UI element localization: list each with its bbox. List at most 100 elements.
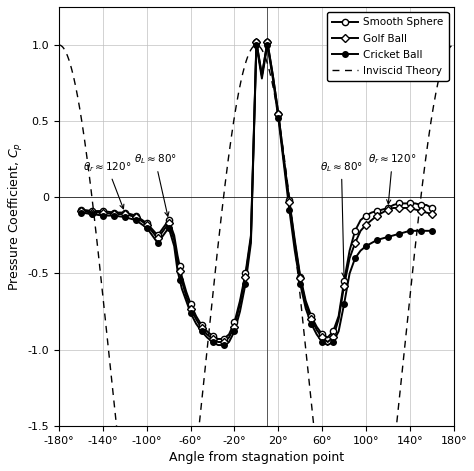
Golf Ball <box>396 205 402 211</box>
Golf Ball <box>363 222 369 227</box>
Cricket Ball <box>374 237 380 243</box>
Inviscid Theory <box>76 103 82 108</box>
Cricket Ball <box>286 207 292 212</box>
Inviscid Theory <box>440 62 446 67</box>
Smooth Sphere <box>188 301 193 307</box>
Smooth Sphere <box>385 205 391 211</box>
Golf Ball <box>264 39 270 45</box>
Golf Ball <box>221 339 227 345</box>
Smooth Sphere <box>144 220 150 226</box>
Inviscid Theory <box>238 80 244 85</box>
Golf Ball <box>199 325 204 331</box>
Cricket Ball <box>275 115 281 121</box>
Golf Ball <box>407 205 413 211</box>
Cricket Ball <box>166 225 172 231</box>
Golf Ball <box>309 317 314 322</box>
Line: Inviscid Theory: Inviscid Theory <box>59 45 454 471</box>
Y-axis label: Pressure Coefficient, $C_p$: Pressure Coefficient, $C_p$ <box>7 142 25 291</box>
Golf Ball <box>188 306 193 311</box>
Cricket Ball <box>407 228 413 234</box>
Cricket Ball <box>199 329 204 334</box>
Cricket Ball <box>418 228 424 234</box>
Smooth Sphere <box>254 39 259 45</box>
Smooth Sphere <box>341 278 347 284</box>
Smooth Sphere <box>133 213 139 219</box>
Smooth Sphere <box>210 333 215 339</box>
Smooth Sphere <box>352 228 358 234</box>
Text: $\theta_L \approx 80°$: $\theta_L \approx 80°$ <box>134 152 176 216</box>
Cricket Ball <box>429 228 435 234</box>
Cricket Ball <box>243 281 248 287</box>
Cricket Ball <box>122 214 128 220</box>
Cricket Ball <box>144 225 150 231</box>
Smooth Sphere <box>309 313 314 319</box>
Cricket Ball <box>385 234 391 240</box>
Cricket Ball <box>330 339 336 345</box>
Cricket Ball <box>341 301 347 307</box>
Cricket Ball <box>264 42 270 48</box>
Cricket Ball <box>155 240 161 246</box>
Golf Ball <box>78 208 84 214</box>
Smooth Sphere <box>232 319 237 325</box>
Inviscid Theory <box>439 62 445 68</box>
Golf Ball <box>210 336 215 342</box>
Golf Ball <box>275 111 281 116</box>
Golf Ball <box>341 283 347 288</box>
Cricket Ball <box>396 231 402 237</box>
Golf Ball <box>155 236 161 241</box>
Golf Ball <box>166 220 172 226</box>
Line: Golf Ball: Golf Ball <box>78 39 435 345</box>
Cricket Ball <box>319 339 325 345</box>
Smooth Sphere <box>166 217 172 223</box>
Cricket Ball <box>89 211 95 217</box>
Golf Ball <box>319 334 325 340</box>
Golf Ball <box>232 324 237 330</box>
Cricket Ball <box>188 310 193 316</box>
Smooth Sphere <box>264 39 270 45</box>
Cricket Ball <box>210 339 215 345</box>
Golf Ball <box>100 210 106 215</box>
Legend: Smooth Sphere, Golf Ball, Cricket Ball, Inviscid Theory: Smooth Sphere, Golf Ball, Cricket Ball, … <box>327 12 448 81</box>
Cricket Ball <box>100 213 106 219</box>
Cricket Ball <box>177 277 182 283</box>
Smooth Sphere <box>330 329 336 334</box>
Smooth Sphere <box>122 210 128 215</box>
Smooth Sphere <box>407 201 413 206</box>
Line: Smooth Sphere: Smooth Sphere <box>78 39 435 342</box>
Line: Cricket Ball: Cricket Ball <box>78 42 435 348</box>
Cricket Ball <box>363 243 369 249</box>
Cricket Ball <box>232 329 237 334</box>
Smooth Sphere <box>418 202 424 208</box>
Text: $\theta_L \approx 80°$: $\theta_L \approx 80°$ <box>320 160 363 277</box>
Golf Ball <box>144 222 150 227</box>
Smooth Sphere <box>78 207 84 212</box>
Smooth Sphere <box>374 208 380 214</box>
X-axis label: Angle from stagnation point: Angle from stagnation point <box>169 451 344 464</box>
Smooth Sphere <box>363 213 369 219</box>
Golf Ball <box>352 240 358 246</box>
Golf Ball <box>111 211 117 217</box>
Smooth Sphere <box>177 263 182 268</box>
Smooth Sphere <box>221 336 227 342</box>
Inviscid Theory <box>451 42 456 48</box>
Smooth Sphere <box>286 197 292 203</box>
Smooth Sphere <box>319 332 325 337</box>
Text: $\theta_r \approx 120°$: $\theta_r \approx 120°$ <box>83 160 132 209</box>
Golf Ball <box>374 213 380 219</box>
Golf Ball <box>243 274 248 279</box>
Smooth Sphere <box>155 233 161 238</box>
Cricket Ball <box>352 255 358 261</box>
Smooth Sphere <box>396 201 402 206</box>
Golf Ball <box>418 208 424 214</box>
Golf Ball <box>89 210 95 215</box>
Cricket Ball <box>78 210 84 215</box>
Golf Ball <box>177 268 182 274</box>
Cricket Ball <box>133 217 139 223</box>
Cricket Ball <box>221 342 227 348</box>
Golf Ball <box>429 211 435 217</box>
Cricket Ball <box>254 42 259 48</box>
Inviscid Theory <box>56 42 62 48</box>
Smooth Sphere <box>100 208 106 214</box>
Golf Ball <box>330 334 336 340</box>
Cricket Ball <box>111 213 117 219</box>
